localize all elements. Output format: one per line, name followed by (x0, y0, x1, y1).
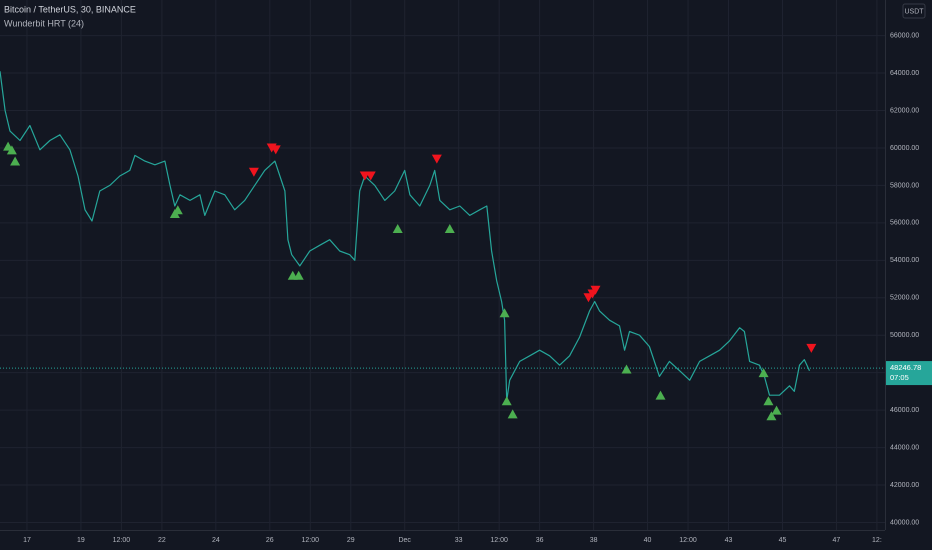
x-tick-label: Dec (398, 537, 411, 544)
x-tick-label: 26 (266, 537, 274, 544)
buy-signal (392, 223, 403, 233)
y-tick-label: 52000.00 (890, 295, 919, 302)
sell-signal (806, 343, 817, 353)
buy-signal (172, 205, 183, 215)
plot (0, 71, 885, 421)
price-line (0, 71, 811, 402)
sell-signal (248, 167, 259, 177)
y-tick-label: 42000.00 (890, 482, 919, 489)
x-tick-label: 36 (536, 537, 544, 544)
x-tick-label: 12:00 (679, 537, 697, 544)
y-tick-label: 46000.00 (890, 407, 919, 414)
sell-signal (270, 145, 281, 155)
buy-signal (10, 156, 21, 166)
sell-signal (590, 285, 601, 295)
buy-signal (655, 390, 666, 400)
symbol-title: Bitcoin / TetherUS, 30, BINANCE (4, 4, 136, 14)
y-tick-label: 44000.00 (890, 444, 919, 451)
y-tick-label: 58000.00 (890, 182, 919, 189)
x-tick-label: 12:00 (113, 537, 131, 544)
x-tick-label: 12: (872, 537, 882, 544)
x-tick-label: 47 (833, 537, 841, 544)
buy-signal (6, 145, 17, 155)
buy-signal (507, 409, 518, 419)
x-tick-label: 45 (779, 537, 787, 544)
buy-signal (293, 270, 304, 280)
x-tick-label: 17 (23, 537, 31, 544)
buy-signal (763, 396, 774, 406)
currency-label[interactable]: USDT (904, 8, 924, 15)
y-tick-label: 62000.00 (890, 107, 919, 114)
y-tick-label: 56000.00 (890, 220, 919, 227)
x-tick-label: 43 (725, 537, 733, 544)
y-tick-label: 54000.00 (890, 257, 919, 264)
indicator-name: Wunderbit HRT (24) (4, 18, 84, 28)
x-tick-label: 12:00 (302, 537, 320, 544)
y-tick-label: 64000.00 (890, 70, 919, 77)
last-price-box (886, 361, 932, 386)
y-tick-label: 40000.00 (890, 519, 919, 526)
x-tick-label: 33 (455, 537, 463, 544)
buy-signal (621, 364, 632, 374)
x-tick-label: 40 (644, 537, 652, 544)
x-tick-label: 38 (590, 537, 598, 544)
x-tick-label: 29 (347, 537, 355, 544)
x-tick-label: 12:00 (490, 537, 508, 544)
x-tick-label: 24 (212, 537, 220, 544)
grid (0, 0, 885, 530)
y-tick-label: 50000.00 (890, 332, 919, 339)
x-tick-label: 22 (158, 537, 166, 544)
sell-signal (365, 171, 376, 181)
buy-signal (499, 308, 510, 318)
currency-box[interactable] (902, 3, 926, 19)
y-tick-label: 66000.00 (890, 32, 919, 39)
buy-signal (758, 368, 769, 378)
sell-signal (431, 154, 442, 164)
x-tick-label: 19 (77, 537, 85, 544)
buy-signal (444, 223, 455, 233)
buy-signal (771, 405, 782, 415)
countdown-label: 07:05 (890, 373, 909, 382)
last-price-label: 48246.78 (890, 363, 921, 372)
buy-signal (766, 411, 777, 421)
y-tick-label: 60000.00 (890, 145, 919, 152)
buy-signal (501, 396, 512, 406)
